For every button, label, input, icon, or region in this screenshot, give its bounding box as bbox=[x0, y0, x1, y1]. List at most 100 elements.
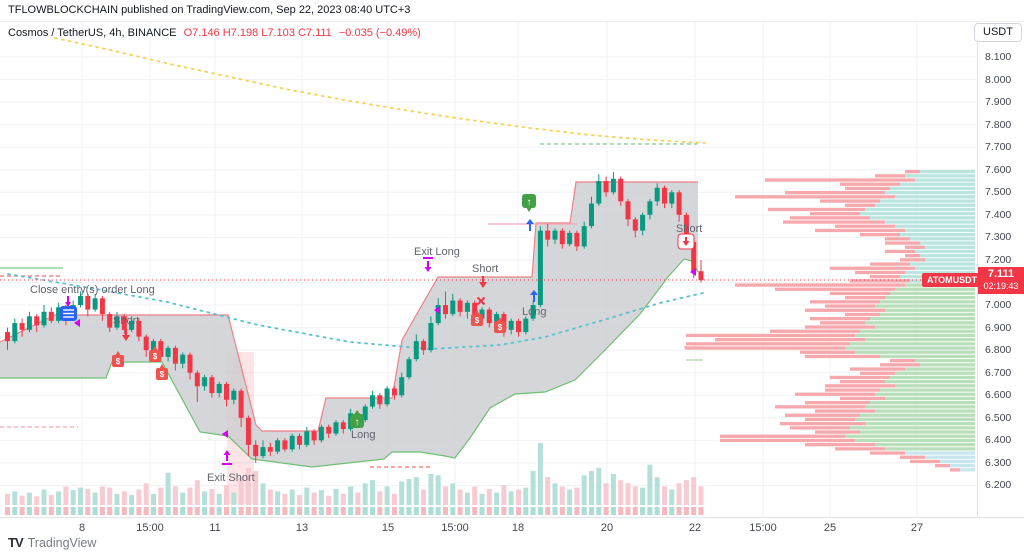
cloud-lower-border bbox=[0, 258, 699, 468]
volume-bar bbox=[399, 481, 405, 505]
tradingview-logo-text: TradingView bbox=[27, 535, 97, 550]
candle-body bbox=[158, 341, 164, 357]
volume-bar bbox=[355, 492, 361, 505]
volume-bar bbox=[596, 467, 602, 505]
profile-down-volume bbox=[815, 228, 905, 233]
candle-body bbox=[56, 307, 62, 321]
marker-glyph: $ bbox=[153, 352, 158, 361]
profile-down-volume bbox=[825, 384, 895, 388]
profile-up-volume bbox=[900, 182, 975, 186]
trend-strip-cell bbox=[136, 507, 142, 515]
profile-down-volume bbox=[905, 254, 920, 258]
trend-strip-cell bbox=[691, 507, 697, 515]
tradingview-branding[interactable]: TV TradingView bbox=[8, 535, 96, 550]
yellow-dotted-ma-line bbox=[54, 37, 706, 144]
candle-body bbox=[603, 181, 609, 193]
price-tick: 6.400 bbox=[985, 434, 1012, 447]
volume-bar bbox=[676, 483, 682, 505]
profile-down-volume bbox=[875, 174, 905, 178]
signal-label: Close entry(s) order Long bbox=[30, 284, 155, 296]
candle-body bbox=[640, 214, 646, 231]
time-tick: 15:00 bbox=[749, 522, 777, 534]
time-axis[interactable]: 8 15:00 11 13 15 15:00 18 20 22 15:00 25 27 bbox=[0, 517, 1024, 538]
volume-bar bbox=[340, 493, 346, 505]
profile-down-volume bbox=[785, 413, 860, 417]
profile-up-volume bbox=[860, 430, 975, 434]
profile-up-volume bbox=[885, 308, 975, 312]
trend-strip-cell bbox=[486, 507, 492, 515]
volume-bar bbox=[209, 488, 215, 505]
trend-strip-cell bbox=[41, 507, 47, 515]
trend-strip-cell bbox=[370, 507, 375, 515]
volume-bar bbox=[370, 480, 375, 505]
sell-pin-icon bbox=[471, 314, 483, 326]
price-tick: 6.600 bbox=[985, 389, 1012, 402]
candle-body bbox=[216, 383, 222, 393]
candle-body bbox=[567, 232, 573, 245]
trend-strip-cell bbox=[559, 507, 565, 515]
candle-body bbox=[187, 354, 193, 373]
candle-body bbox=[92, 298, 98, 310]
profile-down-volume bbox=[775, 405, 865, 409]
trend-strip-cell bbox=[443, 507, 448, 515]
volume-bar bbox=[428, 474, 434, 505]
exit-long-icon bbox=[424, 267, 432, 272]
candle-body bbox=[209, 377, 215, 393]
trend-strip-cell bbox=[647, 507, 653, 515]
time-tick: 15:00 bbox=[136, 522, 164, 534]
volume-bar bbox=[589, 470, 594, 505]
candle-body bbox=[85, 296, 91, 310]
candle-body bbox=[596, 181, 602, 204]
candle-body bbox=[99, 298, 105, 315]
time-tick: 15:00 bbox=[441, 522, 469, 534]
volume-bar bbox=[267, 489, 273, 505]
trend-strip-cell bbox=[399, 507, 405, 515]
volume-bar bbox=[26, 492, 32, 505]
profile-up-volume bbox=[905, 174, 975, 178]
volume-bar bbox=[486, 488, 492, 505]
volume-bar bbox=[143, 483, 149, 505]
volume-bar bbox=[625, 483, 631, 505]
marker-glyph: $ bbox=[498, 323, 503, 332]
profile-up-volume bbox=[940, 459, 975, 464]
volume-bar bbox=[304, 487, 310, 505]
header-divider bbox=[0, 21, 1024, 22]
candle-body bbox=[165, 347, 171, 357]
profile-down-volume bbox=[885, 249, 915, 254]
symbol-title[interactable]: Cosmos / TetherUS, 4h, BINANCE bbox=[8, 27, 177, 39]
candle-body bbox=[34, 316, 40, 326]
candle-body bbox=[129, 320, 135, 330]
trend-strip-cell bbox=[26, 507, 32, 515]
profile-down-volume bbox=[715, 338, 865, 342]
sell-pin-icon bbox=[156, 368, 168, 380]
volume-bar bbox=[172, 486, 178, 505]
candle-body bbox=[151, 341, 156, 351]
candle-body bbox=[114, 316, 120, 328]
trend-strip-cell bbox=[450, 507, 456, 515]
volume-bar bbox=[129, 495, 135, 505]
trend-strip-cell bbox=[545, 507, 551, 515]
candle-body bbox=[318, 426, 324, 441]
candle-body bbox=[486, 309, 492, 324]
volume-bar bbox=[698, 486, 704, 505]
trend-strip-cell bbox=[78, 507, 83, 515]
trend-strip-cell bbox=[384, 507, 390, 515]
profile-down-volume bbox=[905, 170, 920, 174]
time-tick: 8 bbox=[78, 522, 86, 534]
chart-legend[interactable]: Cosmos / TetherUS, 4h, BINANCE O7.146 H7… bbox=[8, 27, 425, 39]
volume-bar bbox=[348, 486, 354, 505]
candle-body bbox=[370, 395, 375, 407]
trend-strip-cell bbox=[516, 507, 521, 515]
profile-up-volume bbox=[920, 363, 975, 367]
currency-toggle-button[interactable]: USDT bbox=[974, 23, 1022, 42]
sell-pin-icon bbox=[497, 317, 503, 322]
marker-glyph: ↑ bbox=[355, 417, 360, 428]
candle-body bbox=[450, 300, 456, 315]
profile-down-volume bbox=[780, 422, 865, 426]
profile-down-volume bbox=[850, 279, 910, 283]
trend-strip-cell bbox=[275, 507, 281, 515]
volume-bar bbox=[289, 489, 295, 505]
volume-bar bbox=[107, 487, 113, 505]
profile-up-volume bbox=[905, 367, 975, 371]
